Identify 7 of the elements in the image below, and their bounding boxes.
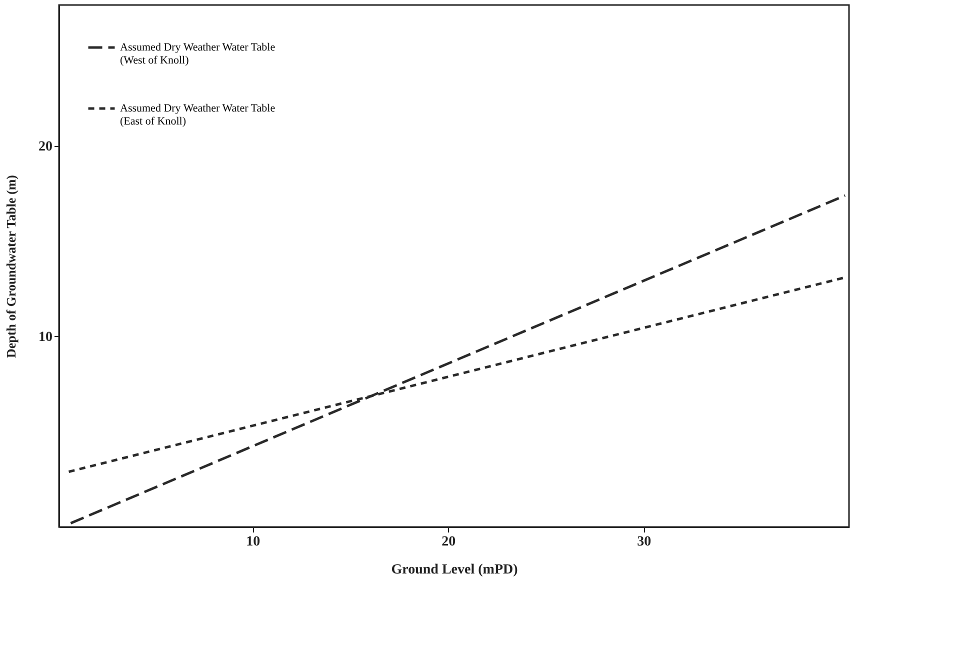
legend-label: Assumed Dry Weather Water Table (East of Knoll) (120, 102, 276, 128)
x-tick-label: 10 (246, 534, 260, 550)
x-tick-label: 20 (442, 534, 456, 550)
legend-label: Assumed Dry Weather Water Table (West of Knoll) (120, 42, 276, 66)
x-tick-label: 30 (637, 534, 652, 550)
x-axis-title: Ground Level (mPD) (391, 562, 518, 578)
y-axis-title: Depth of Groundwater Table (m) (4, 175, 18, 358)
